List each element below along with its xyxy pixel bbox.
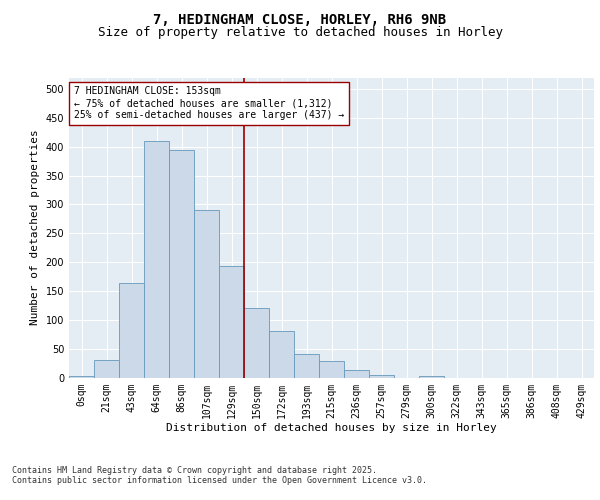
Text: Size of property relative to detached houses in Horley: Size of property relative to detached ho… [97, 26, 503, 39]
Bar [419, 376, 444, 378]
Bar [344, 370, 369, 378]
Text: Contains HM Land Registry data © Crown copyright and database right 2025.
Contai: Contains HM Land Registry data © Crown c… [12, 466, 427, 485]
X-axis label: Distribution of detached houses by size in Horley: Distribution of detached houses by size … [166, 423, 497, 433]
Bar [369, 374, 394, 378]
Y-axis label: Number of detached properties: Number of detached properties [30, 130, 40, 326]
Bar [169, 150, 194, 378]
Bar [319, 362, 344, 378]
Bar [244, 308, 269, 378]
Text: 7 HEDINGHAM CLOSE: 153sqm
← 75% of detached houses are smaller (1,312)
25% of se: 7 HEDINGHAM CLOSE: 153sqm ← 75% of detac… [74, 86, 344, 120]
Bar [119, 284, 144, 378]
Bar [194, 210, 219, 378]
Bar [94, 360, 119, 378]
Bar [69, 376, 94, 378]
Bar [294, 354, 319, 378]
Bar [269, 332, 294, 378]
Text: 7, HEDINGHAM CLOSE, HORLEY, RH6 9NB: 7, HEDINGHAM CLOSE, HORLEY, RH6 9NB [154, 12, 446, 26]
Bar [219, 266, 244, 378]
Bar [144, 141, 169, 378]
